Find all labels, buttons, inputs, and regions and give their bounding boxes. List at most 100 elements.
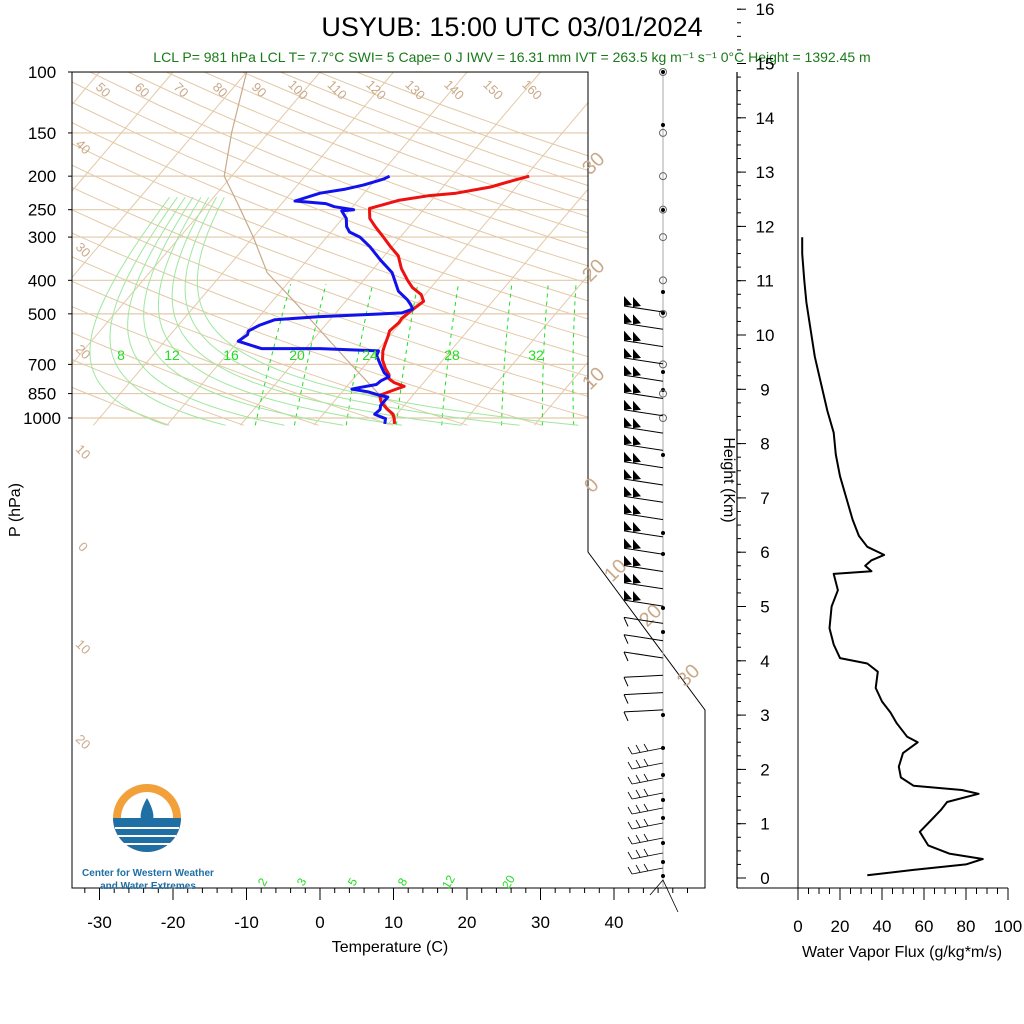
chart-title: USYUB: 15:00 UTC 03/01/2024 — [321, 12, 702, 42]
wind-barb-shaft — [623, 478, 664, 486]
mixing-ratio-line — [541, 283, 549, 426]
isotherm — [755, 72, 1024, 425]
mixing-ratio-label-top: 12 — [164, 347, 180, 363]
dry-adiabat — [127, 72, 705, 426]
temperature-tick-label: 30 — [531, 913, 550, 932]
flux-trace — [801, 237, 984, 877]
wind-barb-low — [627, 773, 664, 785]
wind-barb-shaft — [623, 530, 664, 538]
barb-dot — [661, 370, 665, 374]
barb-dot — [661, 290, 665, 294]
height-axis-label: Height (Km) — [720, 437, 737, 522]
wind-barb-shaft — [623, 582, 664, 590]
dry-adiabat — [72, 72, 617, 426]
wind-barb-shaft — [623, 565, 664, 572]
wind-barb-pennant — [624, 486, 641, 498]
height-tick-label: 5 — [760, 598, 769, 617]
dry-adiabat-label: 60 — [132, 79, 153, 100]
wind-barb-pennant — [624, 434, 641, 446]
wind-barb-shaft — [623, 692, 664, 696]
wind-barb-pennant — [624, 382, 641, 394]
dry-adiabat — [72, 72, 468, 426]
dry-adiabat-label: 100 — [285, 77, 311, 103]
wind-barb-shaft — [623, 495, 664, 503]
temperature-tick-label: 20 — [458, 913, 477, 932]
wind-barb-pennant — [624, 330, 641, 342]
mixing-ratio-line — [572, 283, 577, 426]
wind-barb-pennant — [624, 503, 641, 515]
height-tick-label: 9 — [760, 380, 769, 399]
isotherm-label-left: 10 — [73, 441, 94, 462]
wind-barb-surface — [649, 879, 679, 913]
mixing-ratio-label-bottom: 3 — [294, 875, 310, 888]
wind-barb-pennant — [624, 572, 641, 584]
height-tick-label: 15 — [756, 55, 775, 74]
wind-barb-pennant — [624, 417, 641, 429]
moist-adiabat — [127, 196, 285, 426]
pressure-tick-label: 250 — [28, 201, 56, 220]
stats-line: LCL P= 981 hPa LCL T= 7.7°C SWI= 5 Cape=… — [153, 49, 870, 65]
dry-adiabat — [72, 72, 319, 426]
moist-adiabat — [89, 196, 171, 426]
barb-level-marker — [659, 309, 667, 318]
barb-level-marker — [659, 205, 667, 214]
temperature-tick-label: 40 — [605, 913, 624, 932]
isotherm-label-left: 0 — [75, 539, 91, 555]
pressure-axis-label: P (hPa) — [7, 483, 24, 537]
barb-dot — [661, 453, 665, 457]
mixing-ratio-label-top: 8 — [117, 347, 125, 363]
temperature-tick-label: 0 — [315, 913, 324, 932]
moist-adiabat — [143, 196, 344, 426]
barb-level-marker — [659, 233, 667, 242]
pressure-tick-label: 300 — [28, 228, 56, 247]
mixing-ratio-label-bottom: 5 — [345, 875, 361, 888]
isotherm — [0, 72, 26, 425]
height-tick-label: 7 — [760, 489, 769, 508]
pressure-tick-label: 700 — [28, 355, 56, 374]
wind-barb-shaft — [623, 340, 664, 348]
wind-barb-pennant — [624, 555, 641, 567]
height-tick-label: 1 — [760, 815, 769, 834]
wind-barb-low — [627, 743, 664, 755]
height-tick-label: 4 — [760, 652, 769, 671]
dry-adiabat-label: 130 — [402, 77, 428, 103]
wind-barb-pennant — [624, 399, 641, 411]
wind-barb-flag — [623, 694, 629, 704]
barb-dot — [661, 816, 665, 820]
wind-barb-low — [627, 863, 664, 875]
pressure-tick-label: 500 — [28, 305, 56, 324]
moist-adiabat — [109, 196, 226, 426]
wind-barb-low — [627, 803, 664, 815]
isotherm-label-right: 30 — [673, 660, 704, 691]
height-tick-label: 13 — [756, 163, 775, 182]
flux-axis-label: Water Vapor Flux (g/kg*m/s) — [802, 944, 1002, 961]
mixing-ratio-label-bottom: 12 — [439, 872, 458, 891]
wind-barb-pennant — [624, 296, 641, 307]
barb-dot — [661, 208, 665, 212]
wind-barb-pennant — [624, 347, 641, 359]
moist-adiabat — [196, 196, 579, 426]
skew-t-axes: 50 60 70 80 90 100 110 120 130 140 150 160403020100… — [7, 63, 704, 956]
wind-barb-pennant — [624, 469, 641, 480]
moist-adiabat — [157, 196, 403, 426]
barb-dot — [661, 531, 665, 535]
height-tick-label: 14 — [756, 109, 775, 128]
dry-adiabat — [72, 72, 245, 426]
barb-dot — [661, 798, 665, 802]
flux-tick-label: 0 — [793, 917, 802, 936]
barb-dot — [661, 874, 665, 878]
temperature-trace — [368, 174, 530, 424]
wind-barb-shaft — [623, 547, 664, 555]
mixing-ratio-label-top: 20 — [289, 347, 305, 363]
wind-barb-flag — [623, 617, 629, 627]
wind-barb-low — [627, 818, 664, 830]
barb-dot — [661, 841, 665, 845]
dry-adiabat — [72, 72, 705, 426]
barb-dot — [661, 773, 665, 777]
wind-barb-shaft — [623, 426, 664, 434]
mixing-ratio-line — [293, 283, 327, 426]
flux-tick-label: 100 — [994, 917, 1022, 936]
skew-t-border — [71, 71, 706, 889]
wind-barb-shaft — [623, 651, 664, 659]
barb-dot — [661, 630, 665, 634]
